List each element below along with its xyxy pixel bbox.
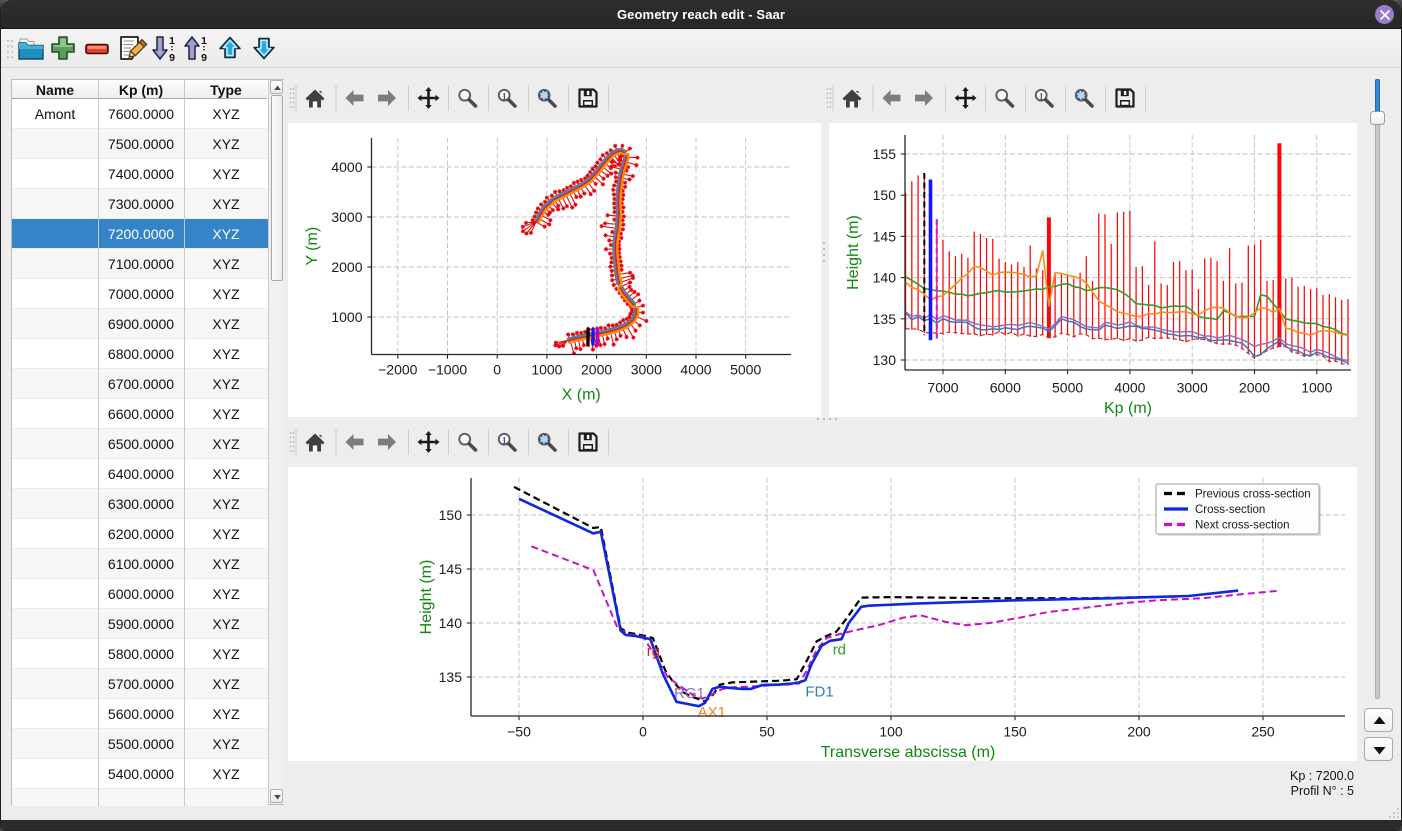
svg-text:2000: 2000 (581, 362, 612, 378)
svg-text:1000: 1000 (531, 362, 562, 378)
svg-text:200: 200 (1127, 724, 1151, 740)
svg-text:−1000: −1000 (428, 362, 468, 378)
svg-text:Next cross-section: Next cross-section (1195, 520, 1290, 532)
svg-text:6000: 6000 (990, 380, 1021, 396)
svg-text:1: 1 (502, 435, 507, 445)
svg-text:9: 9 (169, 52, 175, 64)
svg-text:2000: 2000 (1239, 380, 1270, 396)
svg-text:5000: 5000 (1052, 380, 1083, 396)
svg-text:4000: 4000 (680, 362, 711, 378)
svg-text:0: 0 (493, 362, 501, 378)
svg-text:50: 50 (759, 724, 775, 740)
svg-text:1: 1 (502, 91, 507, 101)
svg-text:5000: 5000 (730, 362, 761, 378)
svg-text:Height (m): Height (m) (845, 215, 862, 290)
svg-text:135: 135 (439, 669, 463, 685)
svg-text:4000: 4000 (1114, 380, 1145, 396)
svg-text:2000: 2000 (331, 259, 362, 275)
svg-text:145: 145 (439, 561, 463, 577)
svg-text:rd: rd (833, 641, 846, 658)
svg-text:1000: 1000 (331, 309, 362, 325)
svg-text:Transverse abscissa (m): Transverse abscissa (m) (821, 744, 996, 761)
svg-text:−50: −50 (507, 724, 531, 740)
svg-text:X (m): X (m) (562, 386, 601, 403)
svg-text:FD1: FD1 (805, 683, 833, 700)
svg-text:Kp (m): Kp (m) (1104, 400, 1152, 417)
svg-text:Height (m): Height (m) (418, 560, 435, 635)
svg-text:4000: 4000 (331, 159, 362, 175)
svg-text:1: 1 (201, 35, 207, 47)
svg-text:135: 135 (873, 311, 897, 327)
svg-text:140: 140 (873, 270, 897, 286)
svg-text:140: 140 (439, 615, 463, 631)
svg-text:1: 1 (1039, 91, 1044, 101)
svg-text:Y (m): Y (m) (304, 227, 321, 266)
svg-text:rg: rg (647, 643, 660, 660)
svg-text:150: 150 (873, 187, 897, 203)
svg-text:1000: 1000 (1301, 380, 1332, 396)
svg-text:3000: 3000 (331, 209, 362, 225)
svg-text:250: 250 (1251, 724, 1275, 740)
svg-text:145: 145 (873, 228, 897, 244)
svg-text:1: 1 (169, 35, 175, 47)
svg-text:3000: 3000 (631, 362, 662, 378)
svg-text:150: 150 (1003, 724, 1027, 740)
svg-text:130: 130 (873, 352, 897, 368)
svg-text:RG1: RG1 (674, 685, 705, 702)
svg-text:0: 0 (639, 724, 647, 740)
svg-text:100: 100 (879, 724, 903, 740)
svg-text:155: 155 (873, 146, 897, 162)
svg-text:150: 150 (439, 507, 463, 523)
svg-text:−2000: −2000 (378, 362, 418, 378)
svg-text:7000: 7000 (927, 380, 958, 396)
svg-text:Previous cross-section: Previous cross-section (1195, 489, 1311, 501)
svg-text:9: 9 (201, 52, 207, 64)
svg-text:3000: 3000 (1177, 380, 1208, 396)
svg-text:Cross-section: Cross-section (1195, 504, 1265, 516)
svg-text:AX1: AX1 (698, 704, 726, 721)
